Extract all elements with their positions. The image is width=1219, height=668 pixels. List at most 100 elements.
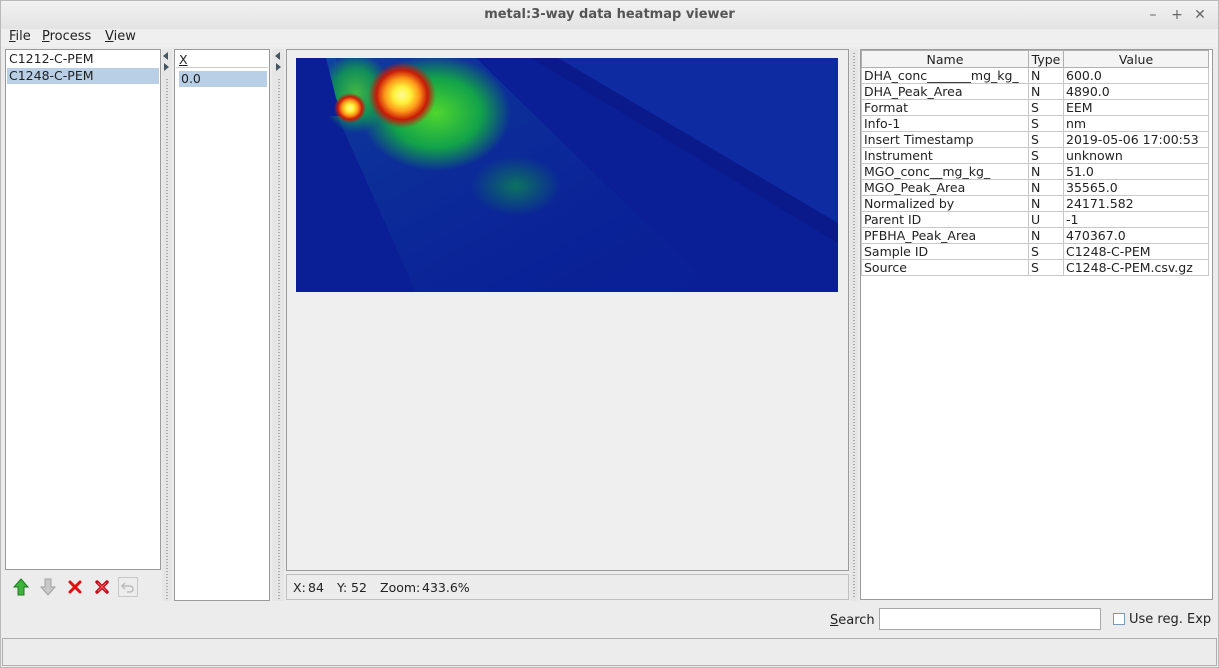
zoom-value: 433.6% bbox=[422, 580, 470, 595]
cell-name[interactable]: Format bbox=[861, 99, 1029, 116]
title-bar: metal:3-way data heatmap viewer – + ✕ bbox=[1, 1, 1218, 30]
properties-panel: Name Type Value DHA_conc_______mg_kg_ N 60… bbox=[860, 49, 1213, 600]
heatmap-canvas[interactable] bbox=[286, 49, 849, 571]
minimize-icon[interactable]: – bbox=[1149, 7, 1157, 23]
table-row[interactable]: MGO_conc__mg_kg_ N 51.0 bbox=[861, 163, 1209, 180]
expand-right-icon[interactable] bbox=[276, 63, 281, 71]
cell-type[interactable]: N bbox=[1028, 163, 1064, 180]
splitter-grip bbox=[166, 79, 168, 599]
splitter-middle[interactable] bbox=[272, 49, 284, 601]
cell-value[interactable]: unknown bbox=[1063, 147, 1209, 164]
table-row[interactable]: Format S EEM bbox=[861, 99, 1209, 116]
cell-value[interactable]: EEM bbox=[1063, 99, 1209, 116]
column-header-value[interactable]: Value bbox=[1063, 50, 1209, 68]
coordinate-bar: X: 84 Y: 52 Zoom: 433.6% bbox=[286, 574, 849, 600]
splitter-grip bbox=[853, 53, 855, 597]
cell-name[interactable]: Normalized by bbox=[861, 195, 1029, 212]
cell-value[interactable]: 600.0 bbox=[1063, 67, 1209, 84]
cell-type[interactable]: S bbox=[1028, 131, 1064, 148]
cell-type[interactable]: N bbox=[1028, 195, 1064, 212]
cell-name[interactable]: DHA_Peak_Area bbox=[861, 83, 1029, 100]
close-icon[interactable]: ✕ bbox=[1194, 7, 1206, 23]
cell-name[interactable]: Instrument bbox=[861, 147, 1029, 164]
x-coord-label: X: bbox=[293, 580, 306, 595]
remove-icon[interactable] bbox=[64, 576, 86, 598]
column-header-name[interactable]: Name bbox=[861, 50, 1029, 68]
x-header: X bbox=[179, 52, 188, 67]
cell-name[interactable]: Insert Timestamp bbox=[861, 131, 1029, 148]
menu-process[interactable]: Process bbox=[42, 29, 92, 44]
cell-value[interactable]: -1 bbox=[1063, 211, 1209, 228]
remove-all-icon[interactable] bbox=[91, 576, 113, 598]
cell-name[interactable]: MGO_conc__mg_kg_ bbox=[861, 163, 1029, 180]
list-item[interactable]: C1212-C-PEM bbox=[9, 51, 94, 66]
column-header-type[interactable]: Type bbox=[1028, 50, 1064, 68]
table-row[interactable]: Normalized by N 24171.582 bbox=[861, 195, 1209, 212]
zoom-label: Zoom: bbox=[380, 580, 421, 595]
cell-value[interactable]: 24171.582 bbox=[1063, 195, 1209, 212]
splitter-grip bbox=[278, 79, 280, 599]
cell-value[interactable]: C1248-C-PEM.csv.gz bbox=[1063, 259, 1209, 276]
menu-bar: File Process View bbox=[1, 29, 1218, 47]
arrow-down-icon[interactable] bbox=[37, 576, 59, 598]
cell-type[interactable]: S bbox=[1028, 259, 1064, 276]
table-row[interactable]: Sample ID S C1248-C-PEM bbox=[861, 243, 1209, 260]
maximize-icon[interactable]: + bbox=[1171, 7, 1183, 23]
table-row[interactable]: Parent ID U -1 bbox=[861, 211, 1209, 228]
x-value-item[interactable]: 0.0 bbox=[179, 71, 267, 87]
collapse-left-icon[interactable] bbox=[163, 52, 168, 60]
collapse-left-icon[interactable] bbox=[275, 52, 280, 60]
cell-type[interactable]: S bbox=[1028, 115, 1064, 132]
cell-name[interactable]: Sample ID bbox=[861, 243, 1029, 260]
cell-value[interactable]: C1248-C-PEM bbox=[1063, 243, 1209, 260]
x-coord: 84 bbox=[308, 580, 324, 595]
cell-type[interactable]: U bbox=[1028, 211, 1064, 228]
x-panel: X 0.0 bbox=[174, 49, 270, 601]
cell-value[interactable]: 35565.0 bbox=[1063, 179, 1209, 196]
cell-value[interactable]: 470367.0 bbox=[1063, 227, 1209, 244]
dataset-list[interactable]: C1212-C-PEM C1248-C-PEM bbox=[5, 49, 161, 570]
table-row[interactable]: MGO_Peak_Area N 35565.0 bbox=[861, 179, 1209, 196]
cell-name[interactable]: Parent ID bbox=[861, 211, 1029, 228]
cell-name[interactable]: Info-1 bbox=[861, 115, 1029, 132]
splitter-right[interactable] bbox=[850, 49, 858, 601]
search-label: Search bbox=[830, 613, 875, 628]
table-row[interactable]: DHA_conc_______mg_kg_ N 600.0 bbox=[861, 67, 1209, 84]
heatmap-image[interactable] bbox=[296, 58, 838, 292]
arrow-up-icon[interactable] bbox=[10, 576, 32, 598]
menu-view[interactable]: View bbox=[105, 29, 136, 44]
status-bar bbox=[2, 638, 1217, 666]
cell-name[interactable]: MGO_Peak_Area bbox=[861, 179, 1029, 196]
regex-label[interactable]: Use reg. Exp bbox=[1129, 612, 1212, 627]
cell-name[interactable]: DHA_conc_______mg_kg_ bbox=[861, 67, 1029, 84]
cell-value[interactable]: 51.0 bbox=[1063, 163, 1209, 180]
table-row[interactable]: Insert Timestamp S 2019-05-06 17:00:53 bbox=[861, 131, 1209, 148]
regex-checkbox[interactable] bbox=[1113, 613, 1125, 625]
table-row[interactable]: Source S C1248-C-PEM.csv.gz bbox=[861, 259, 1209, 276]
cell-value[interactable]: 2019-05-06 17:00:53 bbox=[1063, 131, 1209, 148]
cell-type[interactable]: N bbox=[1028, 179, 1064, 196]
list-item[interactable]: C1248-C-PEM bbox=[7, 68, 159, 84]
cell-type[interactable]: N bbox=[1028, 67, 1064, 84]
cell-type[interactable]: S bbox=[1028, 147, 1064, 164]
cell-type[interactable]: N bbox=[1028, 83, 1064, 100]
menu-file[interactable]: File bbox=[9, 29, 31, 44]
search-input[interactable] bbox=[879, 608, 1101, 630]
properties-table: Name Type Value DHA_conc_______mg_kg_ N 60… bbox=[861, 50, 1209, 276]
cell-value[interactable]: nm bbox=[1063, 115, 1209, 132]
divider bbox=[176, 67, 268, 68]
cell-name[interactable]: Source bbox=[861, 259, 1029, 276]
cell-type[interactable]: S bbox=[1028, 99, 1064, 116]
splitter-left[interactable] bbox=[162, 49, 172, 601]
cell-type[interactable]: S bbox=[1028, 243, 1064, 260]
expand-right-icon[interactable] bbox=[164, 63, 169, 71]
undo-icon[interactable] bbox=[118, 577, 138, 597]
cell-value[interactable]: 4890.0 bbox=[1063, 83, 1209, 100]
cell-name[interactable]: PFBHA_Peak_Area bbox=[861, 227, 1029, 244]
table-row[interactable]: PFBHA_Peak_Area N 470367.0 bbox=[861, 227, 1209, 244]
cell-type[interactable]: N bbox=[1028, 227, 1064, 244]
table-row[interactable]: DHA_Peak_Area N 4890.0 bbox=[861, 83, 1209, 100]
